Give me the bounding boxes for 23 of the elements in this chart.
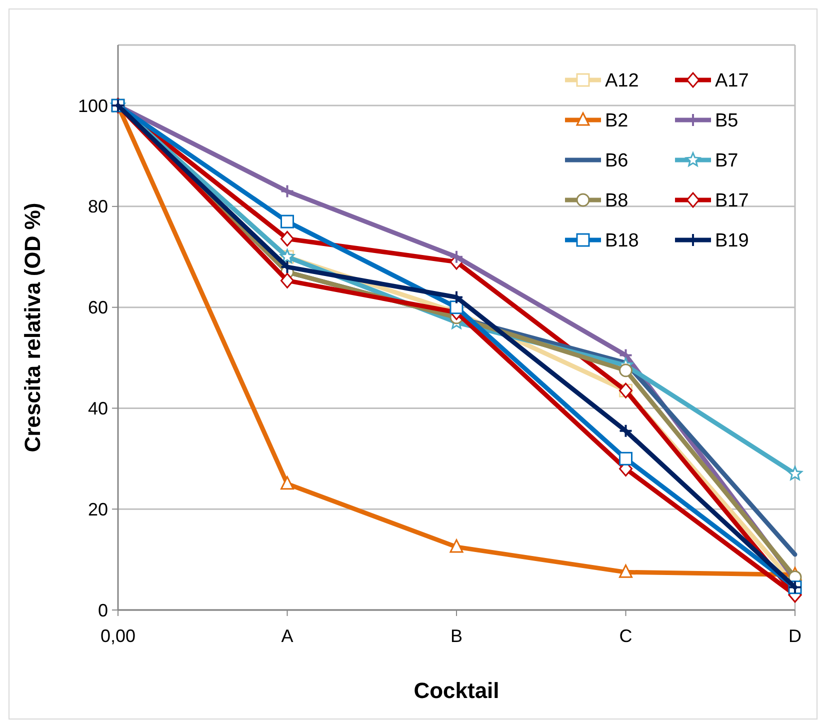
- legend-label: B17: [715, 190, 749, 212]
- x-axis-title: Cocktail: [414, 678, 500, 703]
- y-tick-label: 60: [88, 298, 108, 318]
- x-tick-label: B: [450, 626, 463, 646]
- legend-label: B18: [605, 230, 639, 252]
- legend-label: B7: [715, 150, 738, 172]
- legend-label: B8: [605, 190, 628, 212]
- x-tick-label: C: [619, 626, 632, 646]
- legend-label: B2: [605, 110, 628, 132]
- y-axis-title: Crescita relativa (OD %): [20, 202, 45, 452]
- legend-label: A17: [715, 70, 749, 92]
- y-tick-label: 80: [88, 196, 108, 217]
- y-tick-label: 20: [88, 499, 108, 520]
- x-tick-label: 0,00: [100, 626, 136, 646]
- legend-label: B5: [715, 110, 738, 132]
- x-tick-label: D: [788, 626, 802, 646]
- y-tick-label: 0: [98, 600, 108, 620]
- legend-label: A12: [605, 70, 639, 92]
- x-tick-label: A: [281, 626, 294, 646]
- legend-label: B6: [605, 150, 628, 172]
- y-tick-label: 100: [78, 96, 108, 116]
- y-tick-label: 40: [88, 398, 108, 419]
- legend-label: B19: [715, 230, 749, 252]
